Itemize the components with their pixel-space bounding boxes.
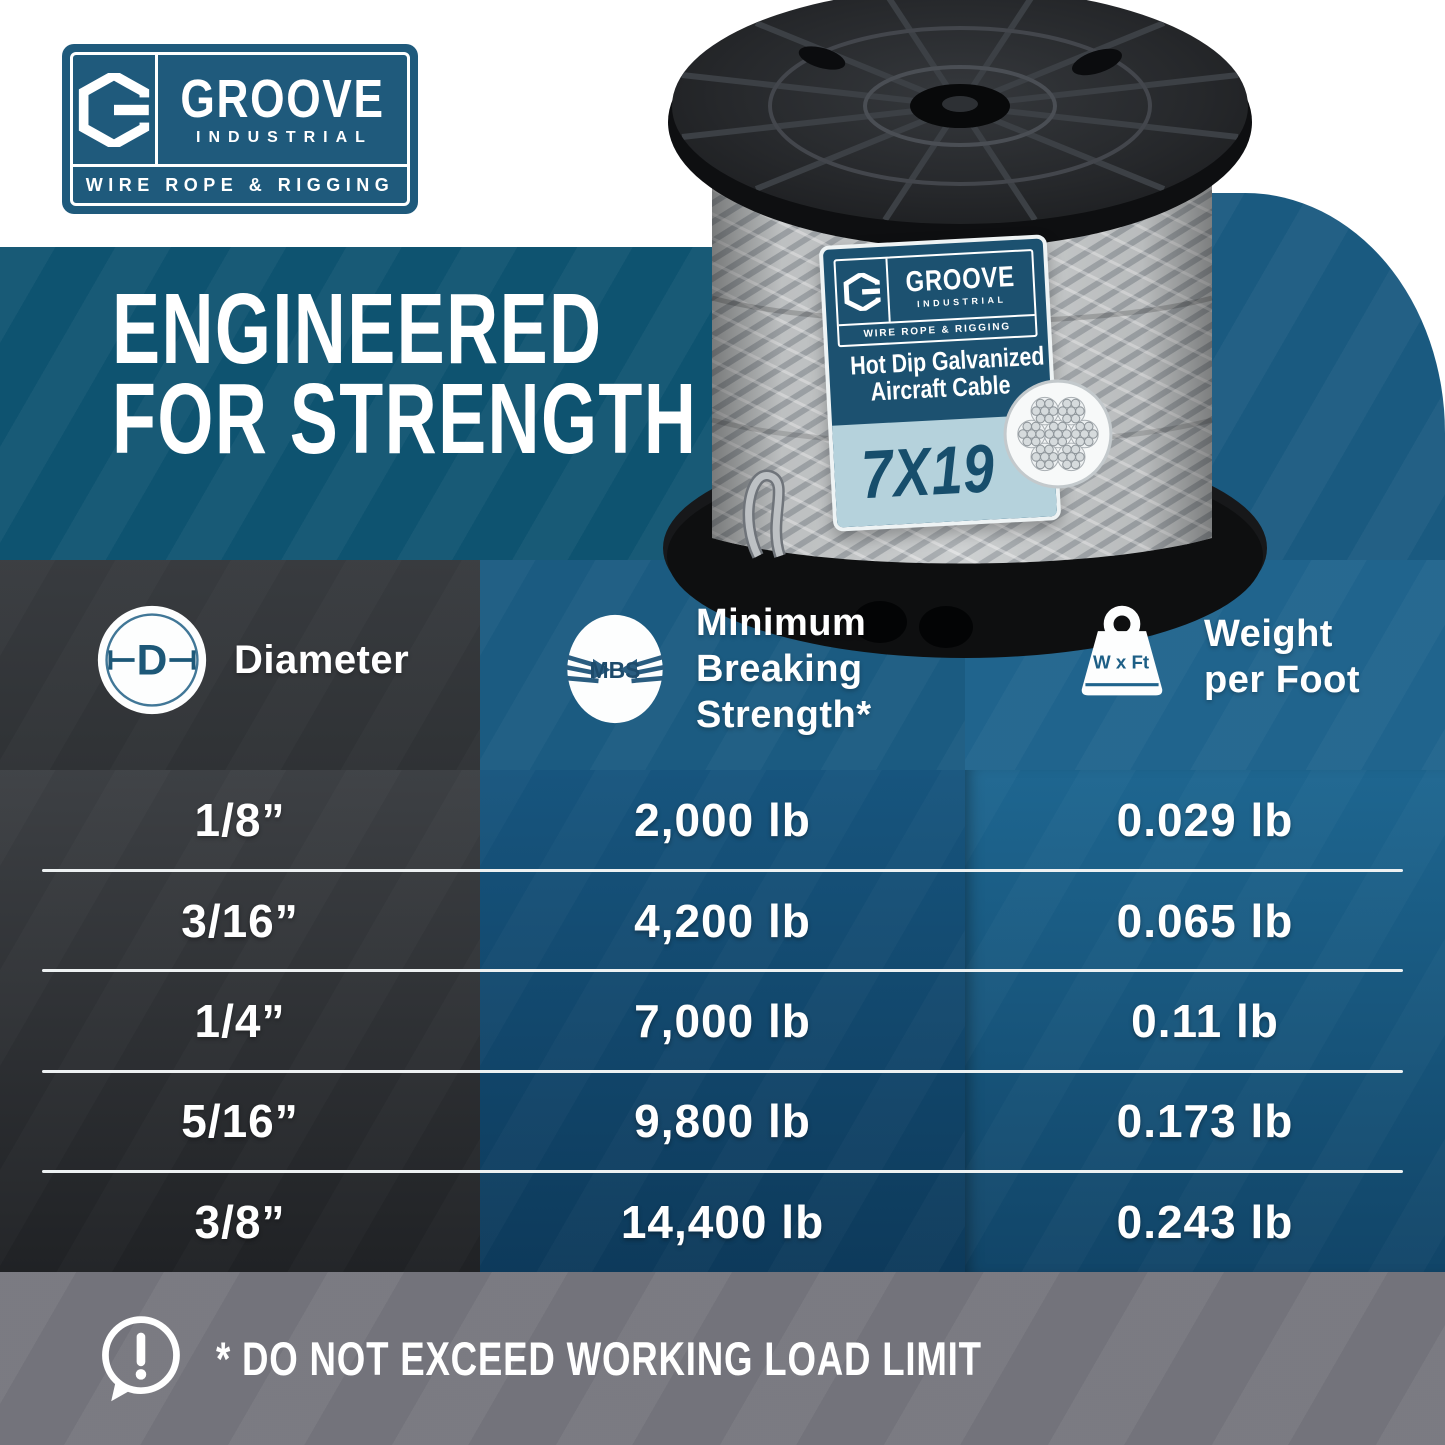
table-cell: 0.11 lb: [1131, 995, 1279, 1048]
table-cell: 9,800 lb: [634, 1095, 811, 1148]
brand-division: INDUSTRIAL: [196, 129, 373, 146]
row-separator: [42, 969, 1403, 972]
header-bg-diameter: [0, 560, 480, 770]
g-mark-icon: [78, 72, 151, 147]
column-header-label-line: Minimum: [696, 602, 867, 644]
weight-icon: W x Ft: [1081, 605, 1163, 696]
headline: ENGINEERED FOR STRENGTH: [112, 273, 925, 475]
brand-logo: GROOVE INDUSTRIAL WIRE ROPE & RIGGING: [62, 44, 418, 214]
footer: * DO NOT EXCEED WORKING LOAD LIMIT: [0, 1272, 1445, 1445]
table-cell: 3/8”: [194, 1195, 286, 1248]
table-cell: 14,400 lb: [620, 1195, 825, 1248]
svg-text:MBS: MBS: [590, 657, 641, 683]
column-header-label-line: Strength*: [696, 694, 872, 736]
headline-line-2: FOR STRENGTH: [112, 363, 698, 475]
column-header-label-line: per Foot: [1204, 659, 1360, 701]
cable-cross-section-icon: [1003, 379, 1113, 489]
svg-text:D: D: [137, 637, 168, 685]
headline-line-1: ENGINEERED: [112, 273, 603, 385]
diameter-icon: D: [97, 605, 207, 715]
column-header-weight: W x Ft Weight per Foot: [1064, 600, 1360, 714]
table-cell: 0.243 lb: [1116, 1195, 1294, 1248]
g-mark-cell: [73, 55, 158, 164]
rows-bg-mbs: [480, 770, 965, 1272]
table-cell: 1/4”: [194, 995, 286, 1048]
row-separator: [42, 1070, 1403, 1073]
spool-label: GROOVE INDUSTRIAL WIRE ROPE & RIGGING Ho…: [818, 234, 1062, 532]
spool-label-logo: GROOVE INDUSTRIAL WIRE ROPE & RIGGING: [833, 248, 1038, 348]
diameter-column: 1/8” 3/16” 1/4” 5/16” 3/8”: [0, 770, 480, 1272]
table-cell: 0.029 lb: [1116, 794, 1294, 847]
column-header-diameter: D Diameter: [94, 602, 409, 718]
table-cell: 5/16”: [181, 1095, 299, 1148]
brand-tagline: WIRE ROPE & RIGGING: [73, 164, 407, 203]
brand-logo-frame: GROOVE INDUSTRIAL WIRE ROPE & RIGGING: [70, 52, 410, 206]
table-cell: 0.173 lb: [1116, 1095, 1294, 1148]
table-cell: 1/8”: [194, 794, 286, 847]
mbs-icon: MBS: [565, 614, 665, 724]
brand-name: GROOVE: [180, 69, 385, 129]
table-cell: 0.065 lb: [1116, 894, 1294, 947]
row-separator: [42, 1170, 1403, 1173]
warning-text: * DO NOT EXCEED WORKING LOAD LIMIT: [216, 1332, 982, 1385]
table-cell: 3/16”: [181, 894, 299, 947]
column-header-label: Diameter: [234, 637, 410, 682]
svg-text:W x Ft: W x Ft: [1093, 652, 1149, 673]
table-cell: 2,000 lb: [634, 794, 811, 847]
table-cell: 4,200 lb: [634, 894, 811, 947]
column-header-mbs: MBS Minimum Breaking Strength*: [560, 600, 872, 738]
left-teal-panel: [0, 247, 770, 560]
g-mark-icon: [843, 271, 882, 312]
rows-bg-weight: [965, 770, 1445, 1272]
mbs-column: 2,000 lb 4,200 lb 7,000 lb 9,800 lb 14,4…: [480, 770, 965, 1272]
table-cell: 7,000 lb: [634, 995, 811, 1048]
rows-bg-diameter: [0, 770, 480, 1272]
column-header-label-line: Breaking: [696, 648, 863, 690]
warning-icon: [102, 1315, 180, 1401]
weight-column: 0.029 lb 0.065 lb 0.11 lb 0.173 lb 0.243…: [965, 770, 1445, 1272]
column-header-label-line: Weight: [1204, 613, 1333, 655]
row-separator: [42, 869, 1403, 872]
